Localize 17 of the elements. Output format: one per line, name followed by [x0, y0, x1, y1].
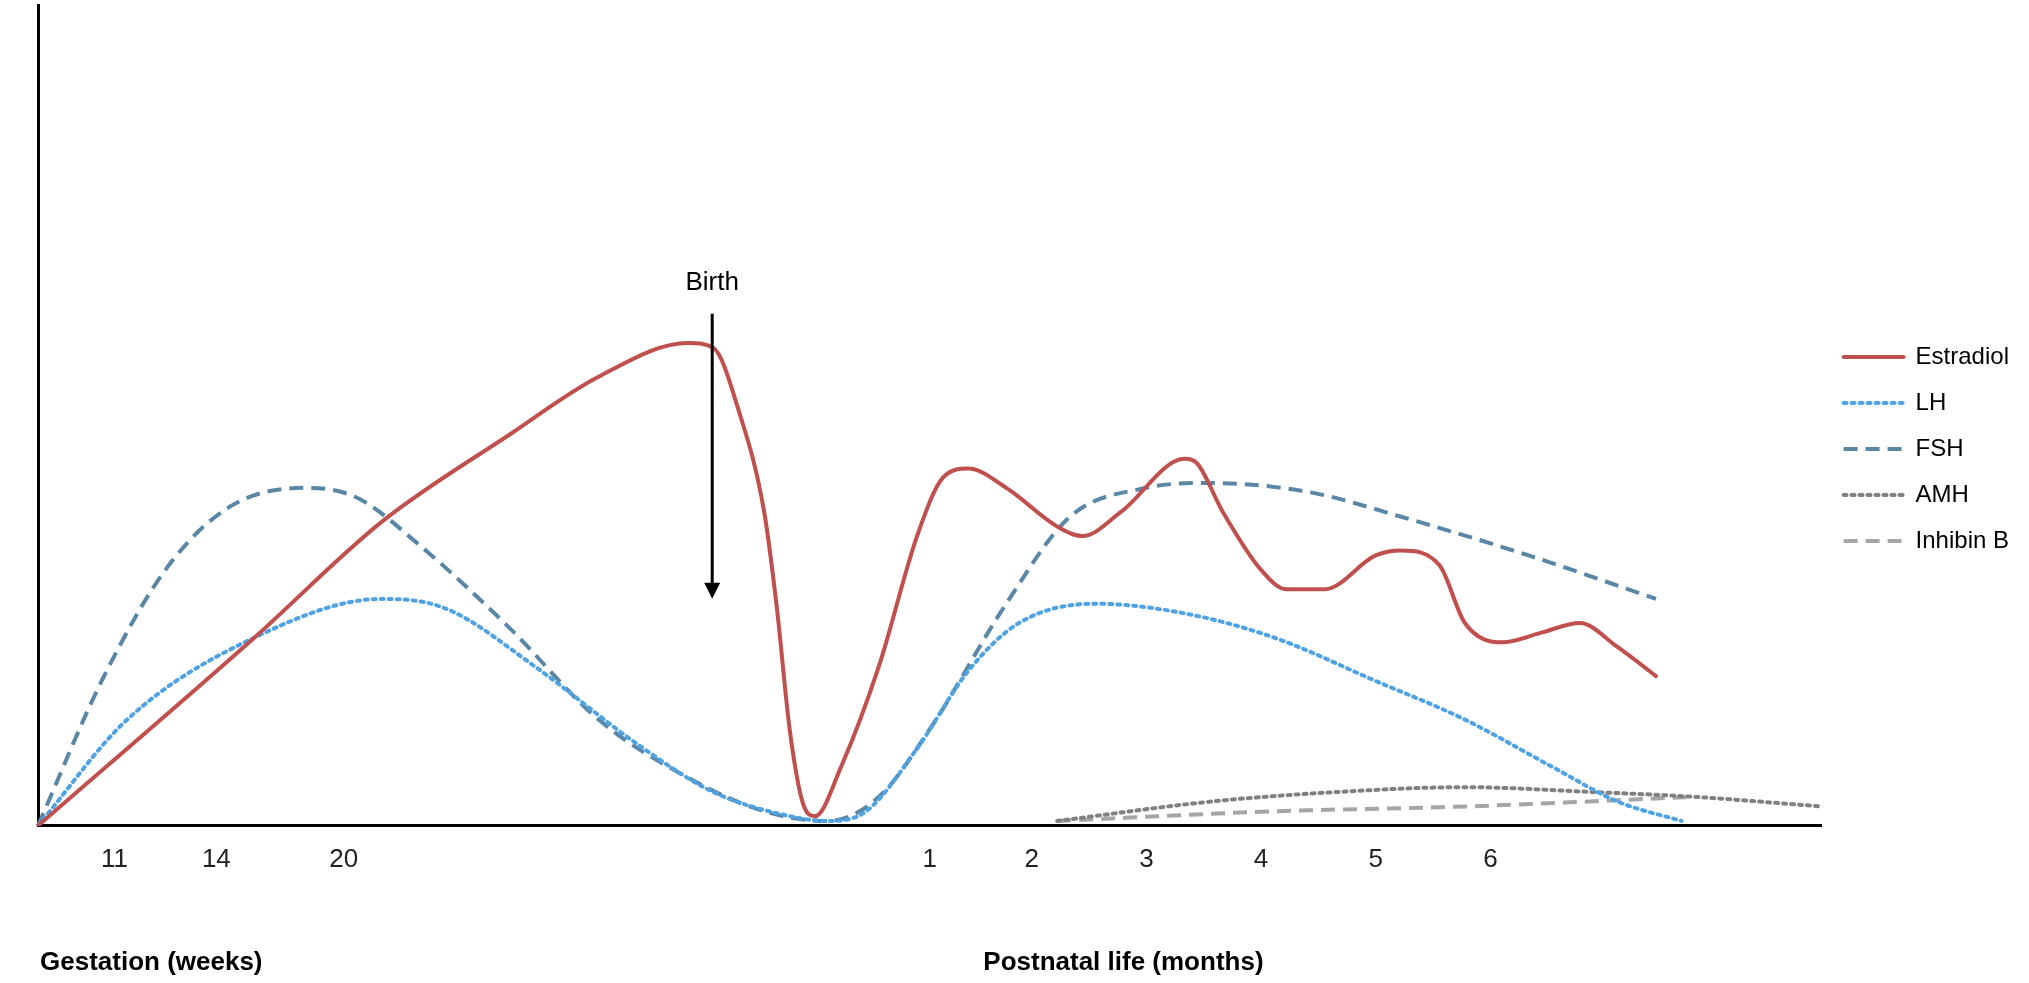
legend-label: Estradiol [1915, 341, 2009, 369]
text: Postnatal life (months) [983, 946, 1264, 977]
x-tick-label: 6 [1483, 842, 1498, 873]
legend-label: Inhibin B [1915, 525, 2010, 553]
x-tick-label: 5 [1368, 842, 1383, 873]
legend-label: AMH [1915, 479, 1969, 507]
x-tick-label: 3 [1139, 842, 1154, 873]
text: Birth [685, 266, 739, 297]
x-tick-label: 4 [1253, 842, 1269, 873]
x-tick-label: 14 [201, 842, 231, 873]
x-tick-label: 20 [329, 842, 359, 873]
x-tick-label: 11 [100, 842, 128, 873]
x-tick-label: 2 [1024, 842, 1039, 873]
x-tick-label: 1 [922, 842, 938, 873]
text: Gestation (weeks) [40, 946, 263, 977]
legend-label: LH [1915, 387, 1947, 415]
legend-label: FSH [1915, 433, 1964, 461]
